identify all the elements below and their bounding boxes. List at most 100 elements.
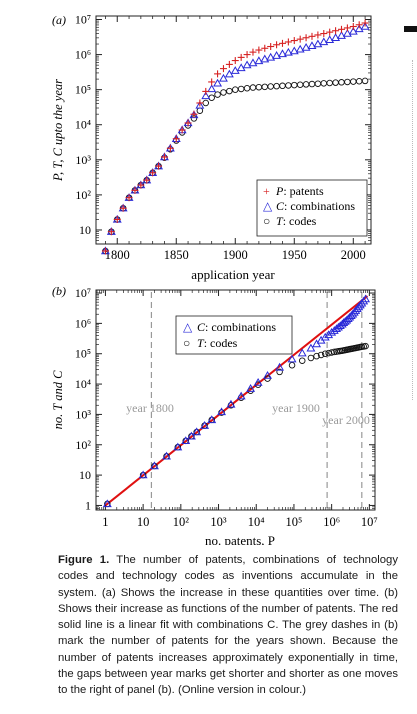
b-point-T-25 <box>331 348 338 356</box>
a-point-T-29 <box>273 82 280 90</box>
a-point-C-40 <box>337 31 346 39</box>
b-legend-desc-C: : combinations <box>205 320 276 334</box>
a-point-P-14 <box>184 119 192 127</box>
a-point-P-23 <box>237 53 245 61</box>
a-point-T-34 <box>302 81 310 88</box>
b-legend-letter-T: T <box>197 336 205 350</box>
b-ytick-label-2: 10² <box>75 438 91 452</box>
a-legend-symbol-C: △ <box>263 199 273 213</box>
a-legend-symbol-T: ○ <box>263 214 270 228</box>
a-point-C-28 <box>266 52 276 61</box>
b-point-C-44 <box>361 294 371 303</box>
a-point-P-32 <box>290 37 298 45</box>
a-point-P-24 <box>243 51 251 59</box>
a-point-P-17 <box>202 87 210 95</box>
a-point-T-42 <box>350 78 357 85</box>
a-point-C-24 <box>242 60 252 69</box>
page-edge-rule <box>404 26 417 32</box>
a-point-C-26 <box>254 56 264 65</box>
a-point-T-30 <box>279 82 286 90</box>
a-point-T-26 <box>255 83 263 91</box>
panel-a-ylabel: P, T, C upto the year <box>51 79 65 182</box>
b-xtick-label-1: 10 <box>137 515 150 529</box>
a-point-T-37 <box>320 80 328 87</box>
a-point-C-29 <box>272 51 282 59</box>
page-edge-dots <box>412 60 414 400</box>
b-point-C-5 <box>181 436 191 445</box>
b-point-T-16 <box>276 368 283 376</box>
a-point-P-39 <box>332 27 340 35</box>
a-point-P-11 <box>166 144 174 152</box>
b-point-T-24 <box>328 349 335 356</box>
a-point-T-17 <box>202 99 210 107</box>
caption-text: The number of patents, combinations of t… <box>58 554 398 697</box>
a-point-T-39 <box>332 79 339 86</box>
b-point-T-19 <box>307 354 315 362</box>
a-point-C-23 <box>236 63 246 72</box>
b-legend-symbol-T: ○ <box>183 336 190 350</box>
a-point-T-16 <box>196 107 204 114</box>
a-point-T-31 <box>285 82 292 89</box>
a-point-T-35 <box>308 80 316 88</box>
a-point-P-7 <box>143 176 151 184</box>
a-legend-desc-C: : combinations <box>284 199 355 213</box>
panel-a-xlabel: application year <box>191 267 275 282</box>
a-point-P-31 <box>284 38 292 46</box>
a-point-C-30 <box>278 49 287 58</box>
b-refline-label-1: year 1900 <box>272 401 320 415</box>
a-point-C-39 <box>331 33 341 41</box>
b-point-C-10 <box>217 407 227 416</box>
b-xtick-label-0: 1 <box>102 515 108 529</box>
a-point-C-44 <box>360 21 370 30</box>
a-legend-letter-C: C <box>276 199 285 213</box>
b-point-C-15 <box>263 370 273 379</box>
b-point-C-17 <box>287 354 297 363</box>
a-point-T-19 <box>214 91 221 98</box>
a-point-T-28 <box>267 83 274 90</box>
a-ytick-label-2: 10² <box>75 188 91 202</box>
b-refline-label-2: year 2000 <box>322 413 370 427</box>
a-point-P-34 <box>302 34 310 42</box>
panel-a: (a) 1800 1850 1900 1950 2000 10 10² 10³ 10⁴ 10⁵ 10… <box>51 13 372 282</box>
caption-label: Figure 1. <box>58 554 110 566</box>
a-point-T-21 <box>226 87 233 95</box>
a-ytick-label-4: 10⁴ <box>75 118 91 132</box>
a-point-P-41 <box>343 24 351 32</box>
b-point-T-21 <box>317 351 325 359</box>
b-point-C-2 <box>149 461 159 470</box>
a-point-C-20 <box>219 73 228 82</box>
a-point-T-33 <box>296 81 304 89</box>
a-legend-desc-T: : codes <box>283 214 317 228</box>
a-point-P-38 <box>326 28 334 36</box>
a-point-C-16 <box>195 100 205 109</box>
panel-a-legend-box <box>256 179 368 237</box>
b-point-C-0 <box>102 499 112 508</box>
a-point-P-13 <box>178 126 186 134</box>
a-point-C-32 <box>289 46 299 55</box>
b-xtick-label-6: 10⁶ <box>323 515 340 529</box>
a-series-P <box>101 19 369 255</box>
panel-a-series <box>100 19 370 255</box>
b-legend-text-T: T: codes <box>197 336 238 350</box>
b-ytick-label-0: 1 <box>85 498 91 512</box>
a-point-T-38 <box>326 79 333 87</box>
a-point-P-42 <box>349 23 357 31</box>
b-xtick-label-3: 10³ <box>210 515 227 529</box>
a-point-C-31 <box>283 47 293 56</box>
b-point-T-18 <box>298 357 306 364</box>
a-legend-text-P: P: patents <box>275 184 324 198</box>
b-legend-text-C: C: combinations <box>197 320 276 334</box>
b-point-T-17 <box>288 362 296 369</box>
b-point-C-7 <box>192 427 202 436</box>
panel-b-ticks: 1 10 10² 10³ 10⁴ 10⁵ 10⁶ 10⁷ 1 10 10² 10³ 10⁴ 10⁵ 10⁶ 1… <box>75 286 378 529</box>
a-point-P-21 <box>225 60 233 68</box>
b-xtick-label-7: 10⁷ <box>361 515 378 529</box>
a-point-C-35 <box>307 41 317 50</box>
panel-b-legend: △ C: combinations ○ T: codes <box>175 315 293 355</box>
a-point-P-9 <box>155 162 163 170</box>
a-xtick-label-1900: 1900 <box>223 248 248 262</box>
b-point-C-14 <box>253 377 263 386</box>
a-point-C-33 <box>295 44 305 53</box>
a-point-T-18 <box>208 94 215 101</box>
b-point-C-11 <box>226 399 236 408</box>
